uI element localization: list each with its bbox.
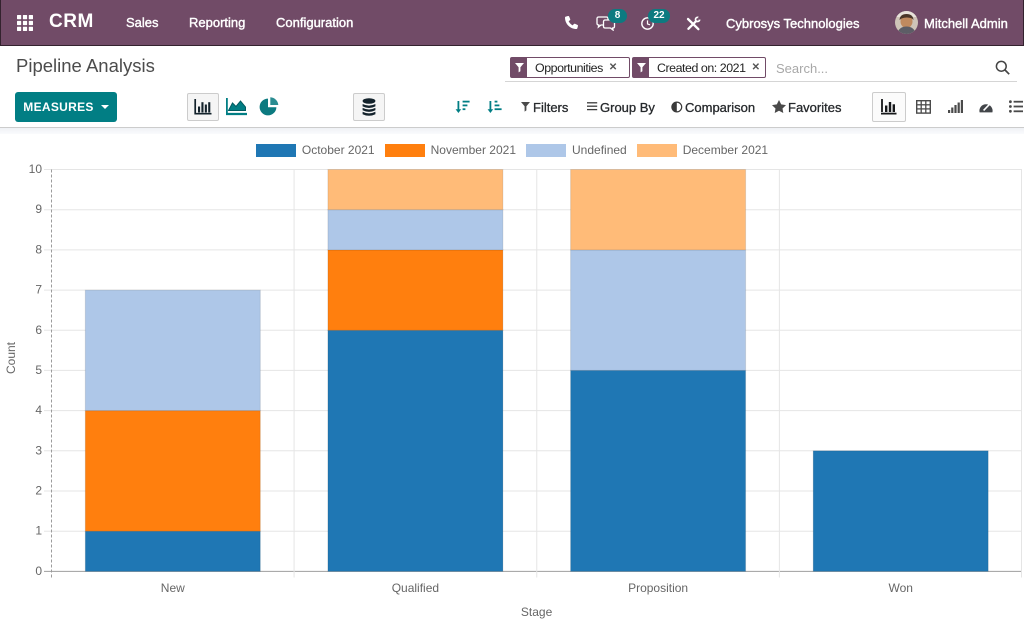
svg-text:3: 3	[35, 443, 42, 457]
svg-text:Won: Won	[888, 581, 912, 595]
svg-text:4: 4	[35, 403, 42, 417]
svg-text:2: 2	[35, 484, 42, 498]
svg-text:0: 0	[35, 564, 42, 578]
svg-text:Qualified: Qualified	[392, 581, 439, 595]
svg-text:9: 9	[35, 202, 42, 216]
svg-text:1: 1	[35, 524, 42, 538]
svg-text:New: New	[161, 581, 185, 595]
svg-text:6: 6	[35, 323, 42, 337]
svg-text:Proposition: Proposition	[628, 581, 688, 595]
svg-text:5: 5	[35, 363, 42, 377]
svg-text:Stage: Stage	[521, 605, 553, 619]
svg-text:8: 8	[35, 242, 42, 256]
svg-text:Count: Count	[4, 341, 18, 374]
svg-text:7: 7	[35, 283, 42, 297]
svg-text:10: 10	[29, 162, 43, 176]
